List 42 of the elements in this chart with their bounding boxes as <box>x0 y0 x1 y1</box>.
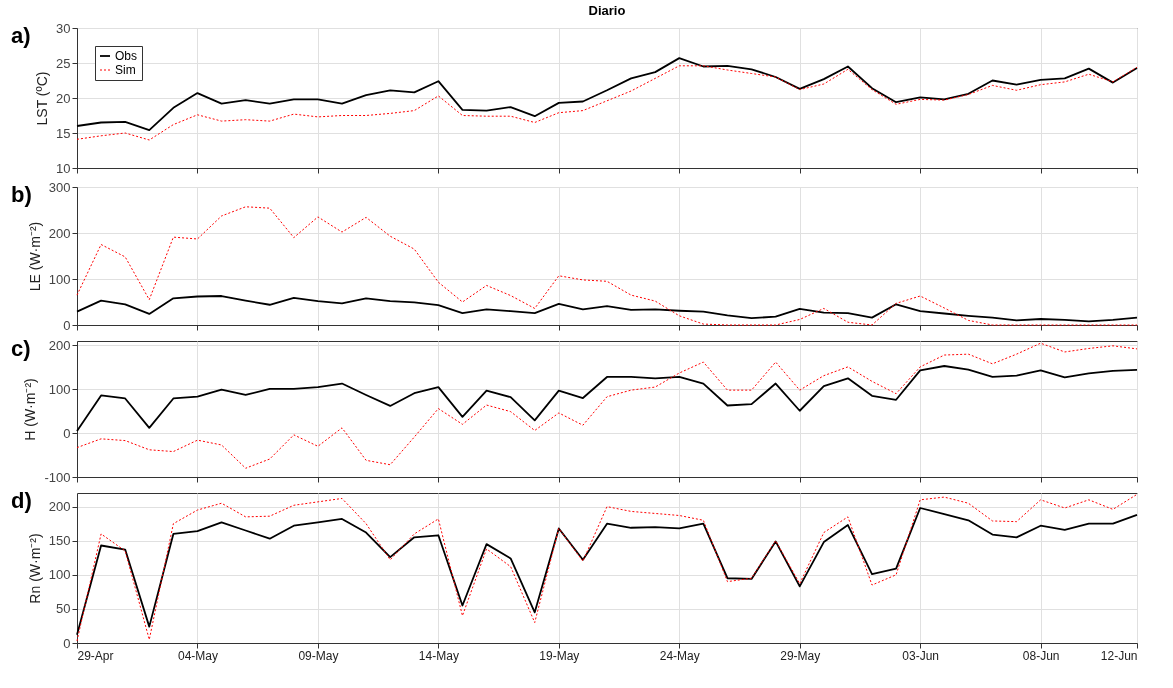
x-tick-label: 19-May <box>539 648 580 663</box>
y-axis-title: Rn (W·m⁻²) <box>26 533 43 604</box>
text: a) <box>11 23 31 48</box>
chart-title: Diario <box>588 3 626 18</box>
y-tick-label: 0 <box>63 317 71 333</box>
y-axis-title: H (W·m⁻²) <box>22 378 39 441</box>
y-tick-label: 0 <box>63 425 71 441</box>
y-tick-label: 30 <box>56 20 71 36</box>
y-tick-label: 100 <box>48 271 71 287</box>
line-series <box>76 365 1138 432</box>
legend-label: Obs <box>115 49 138 63</box>
y-tick-label: 200 <box>48 337 71 353</box>
y-tick-label: 50 <box>56 601 71 617</box>
x-tick-label: 12-Jun <box>1100 648 1138 663</box>
y-axis-title: LST (ºC) <box>34 71 51 126</box>
y-tick-label: 300 <box>48 179 71 195</box>
text: d) <box>11 488 32 513</box>
y-tick-label: 20 <box>56 90 71 106</box>
line-series <box>76 65 1138 141</box>
x-tick-label: 24-May <box>659 648 700 663</box>
x-tick-label: 03-Jun <box>902 648 940 663</box>
y-tick-label: -100 <box>44 469 71 485</box>
y-tick-label: 10 <box>56 160 71 176</box>
line-series <box>76 342 1138 469</box>
y-axis-title: LE (W·m⁻²) <box>26 221 43 292</box>
x-tick-label: 14-May <box>418 648 459 663</box>
text: c) <box>11 336 31 361</box>
text: b) <box>11 182 32 207</box>
legend-label: Sim <box>115 63 136 77</box>
x-tick-label: 29-Apr <box>77 648 114 663</box>
y-tick-label: 100 <box>48 567 71 583</box>
y-tick-label: 15 <box>56 125 71 141</box>
y-tick-label: 200 <box>48 225 71 241</box>
y-tick-label: 0 <box>63 635 71 651</box>
y-tick-label: 150 <box>48 533 71 549</box>
y-tick-label: 200 <box>48 499 71 515</box>
y-tick-label: 100 <box>48 381 71 397</box>
x-tick-label: 09-May <box>298 648 339 663</box>
x-tick-label: 08-Jun <box>1022 648 1060 663</box>
x-tick-label: 29-May <box>780 648 821 663</box>
x-tick-label: 04-May <box>177 648 218 663</box>
y-tick-label: 25 <box>56 55 71 71</box>
